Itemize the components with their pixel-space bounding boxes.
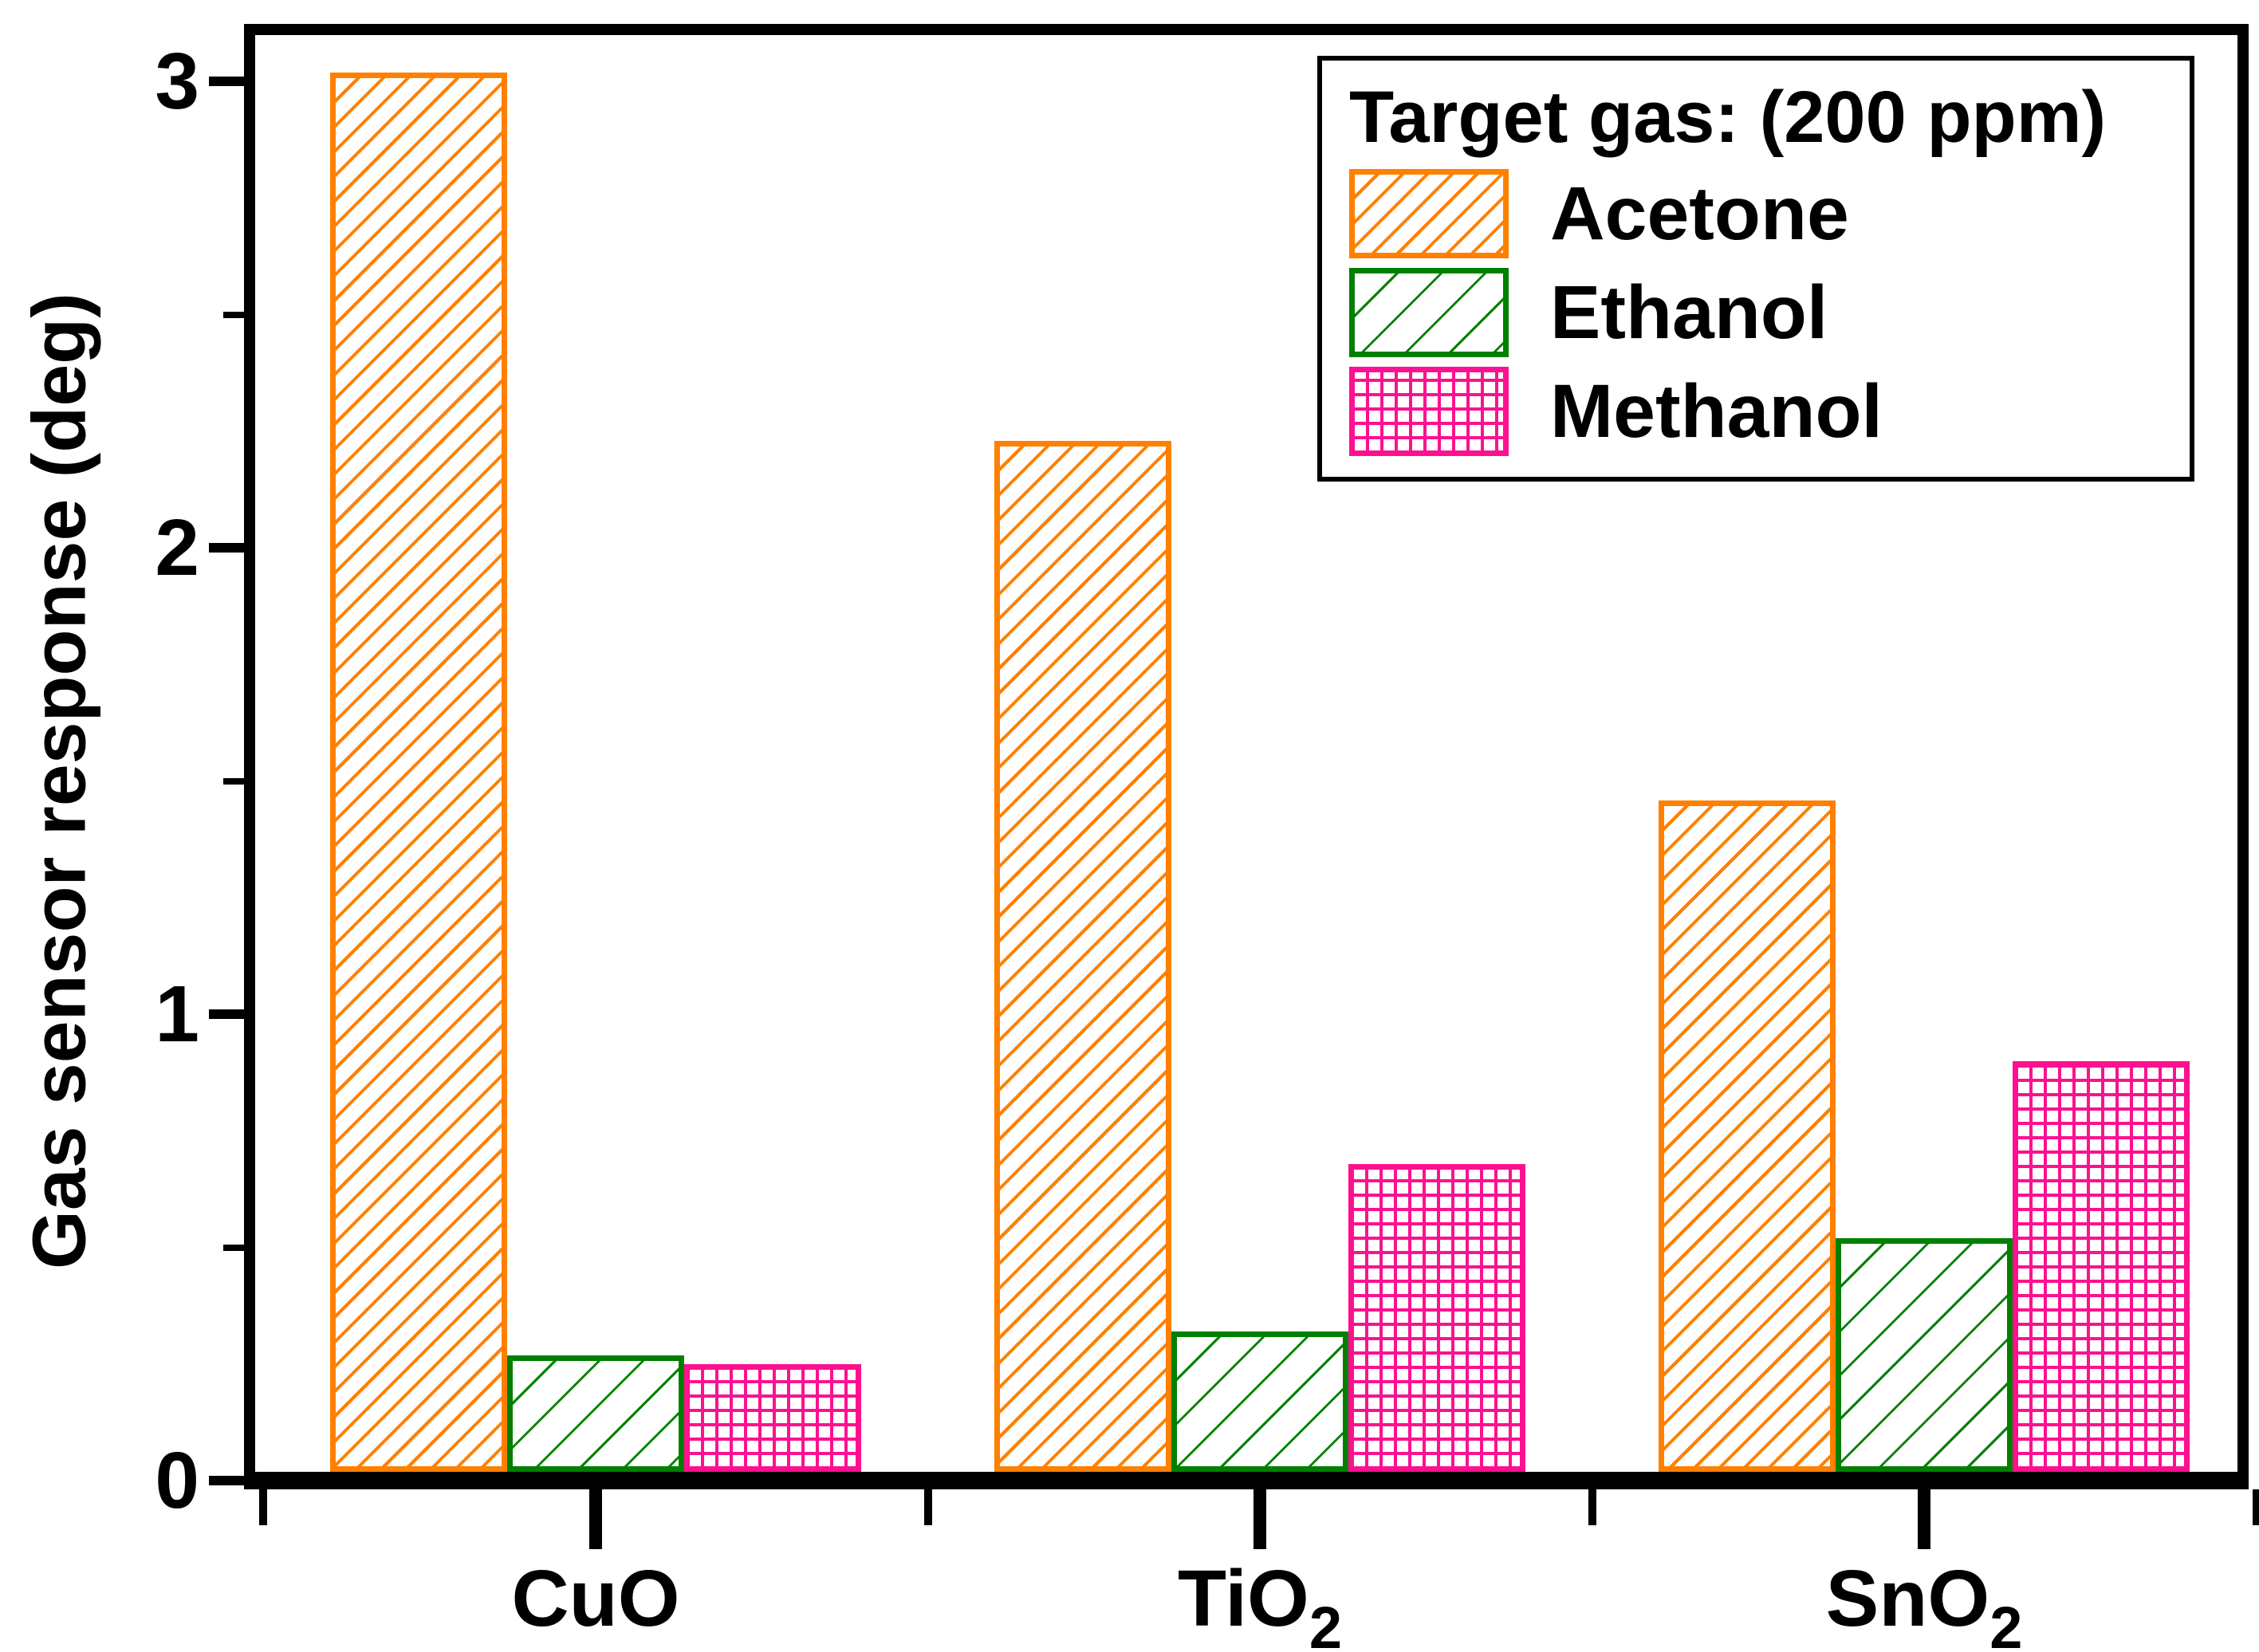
legend-label-methanol: Methanol bbox=[1550, 369, 1883, 454]
legend-box: Target gas: (200 ppm) Acetone Ethanol Meth… bbox=[1317, 56, 2194, 482]
legend-swatch-acetone bbox=[1349, 169, 1509, 258]
bar-acetone-sno2 bbox=[1659, 800, 1836, 1472]
x-category-base: TiO bbox=[1178, 1554, 1309, 1643]
y-tick-major-0 bbox=[209, 1476, 244, 1485]
y-tick-major-2 bbox=[209, 543, 244, 553]
bar-methanol-sno2 bbox=[2013, 1061, 2190, 1472]
legend-item-ethanol: Ethanol bbox=[1349, 268, 2170, 357]
x-tick-minor-3 bbox=[2253, 1489, 2259, 1525]
y-tick-label-3: 3 bbox=[155, 37, 199, 126]
bar-methanol-cuo bbox=[684, 1364, 861, 1472]
x-category-subscript: 2 bbox=[1309, 1595, 1342, 1652]
x-tick-major-tio2 bbox=[1253, 1489, 1266, 1549]
y-tick-minor-0.5 bbox=[223, 1244, 244, 1251]
x-category-subscript: 2 bbox=[1989, 1595, 2023, 1652]
x-category-label-sno2: SnO2 bbox=[1725, 1554, 2123, 1652]
x-tick-minor-0 bbox=[259, 1489, 267, 1525]
y-tick-minor-1.5 bbox=[223, 777, 244, 785]
legend-swatch-ethanol bbox=[1349, 268, 1509, 357]
bar-ethanol-cuo bbox=[507, 1355, 684, 1472]
y-tick-minor-2.5 bbox=[223, 311, 244, 318]
legend-items: Acetone Ethanol Methanol bbox=[1349, 169, 2170, 456]
legend-label-acetone: Acetone bbox=[1550, 171, 1849, 256]
x-category-label-tio2: TiO2 bbox=[1061, 1554, 1459, 1652]
bar-methanol-tio2 bbox=[1348, 1164, 1525, 1472]
x-category-base: SnO bbox=[1825, 1554, 1990, 1643]
legend-item-methanol: Methanol bbox=[1349, 367, 2170, 456]
x-tick-minor-1 bbox=[923, 1489, 932, 1525]
y-tick-label-0: 0 bbox=[155, 1436, 199, 1525]
y-tick-label-1: 1 bbox=[155, 970, 199, 1059]
bar-ethanol-sno2 bbox=[1836, 1238, 2013, 1472]
bar-acetone-cuo bbox=[330, 73, 507, 1472]
bar-acetone-tio2 bbox=[994, 441, 1171, 1472]
bar-ethanol-tio2 bbox=[1171, 1331, 1348, 1472]
legend-item-acetone: Acetone bbox=[1349, 169, 2170, 258]
y-tick-major-3 bbox=[209, 77, 244, 86]
y-tick-label-2: 2 bbox=[155, 503, 199, 592]
x-tick-major-cuo bbox=[589, 1489, 602, 1549]
y-tick-major-1 bbox=[209, 1009, 244, 1019]
y-axis-title: Gas sensor response (deg) bbox=[17, 293, 102, 1269]
legend-label-ethanol: Ethanol bbox=[1550, 270, 1828, 355]
x-tick-minor-2 bbox=[1588, 1489, 1596, 1525]
legend-title: Target gas: (200 ppm) bbox=[1349, 77, 2107, 158]
x-tick-major-sno2 bbox=[1918, 1489, 1930, 1549]
legend-swatch-methanol bbox=[1349, 367, 1509, 456]
x-category-base: CuO bbox=[511, 1554, 680, 1643]
x-category-label-cuo: CuO bbox=[396, 1555, 795, 1642]
